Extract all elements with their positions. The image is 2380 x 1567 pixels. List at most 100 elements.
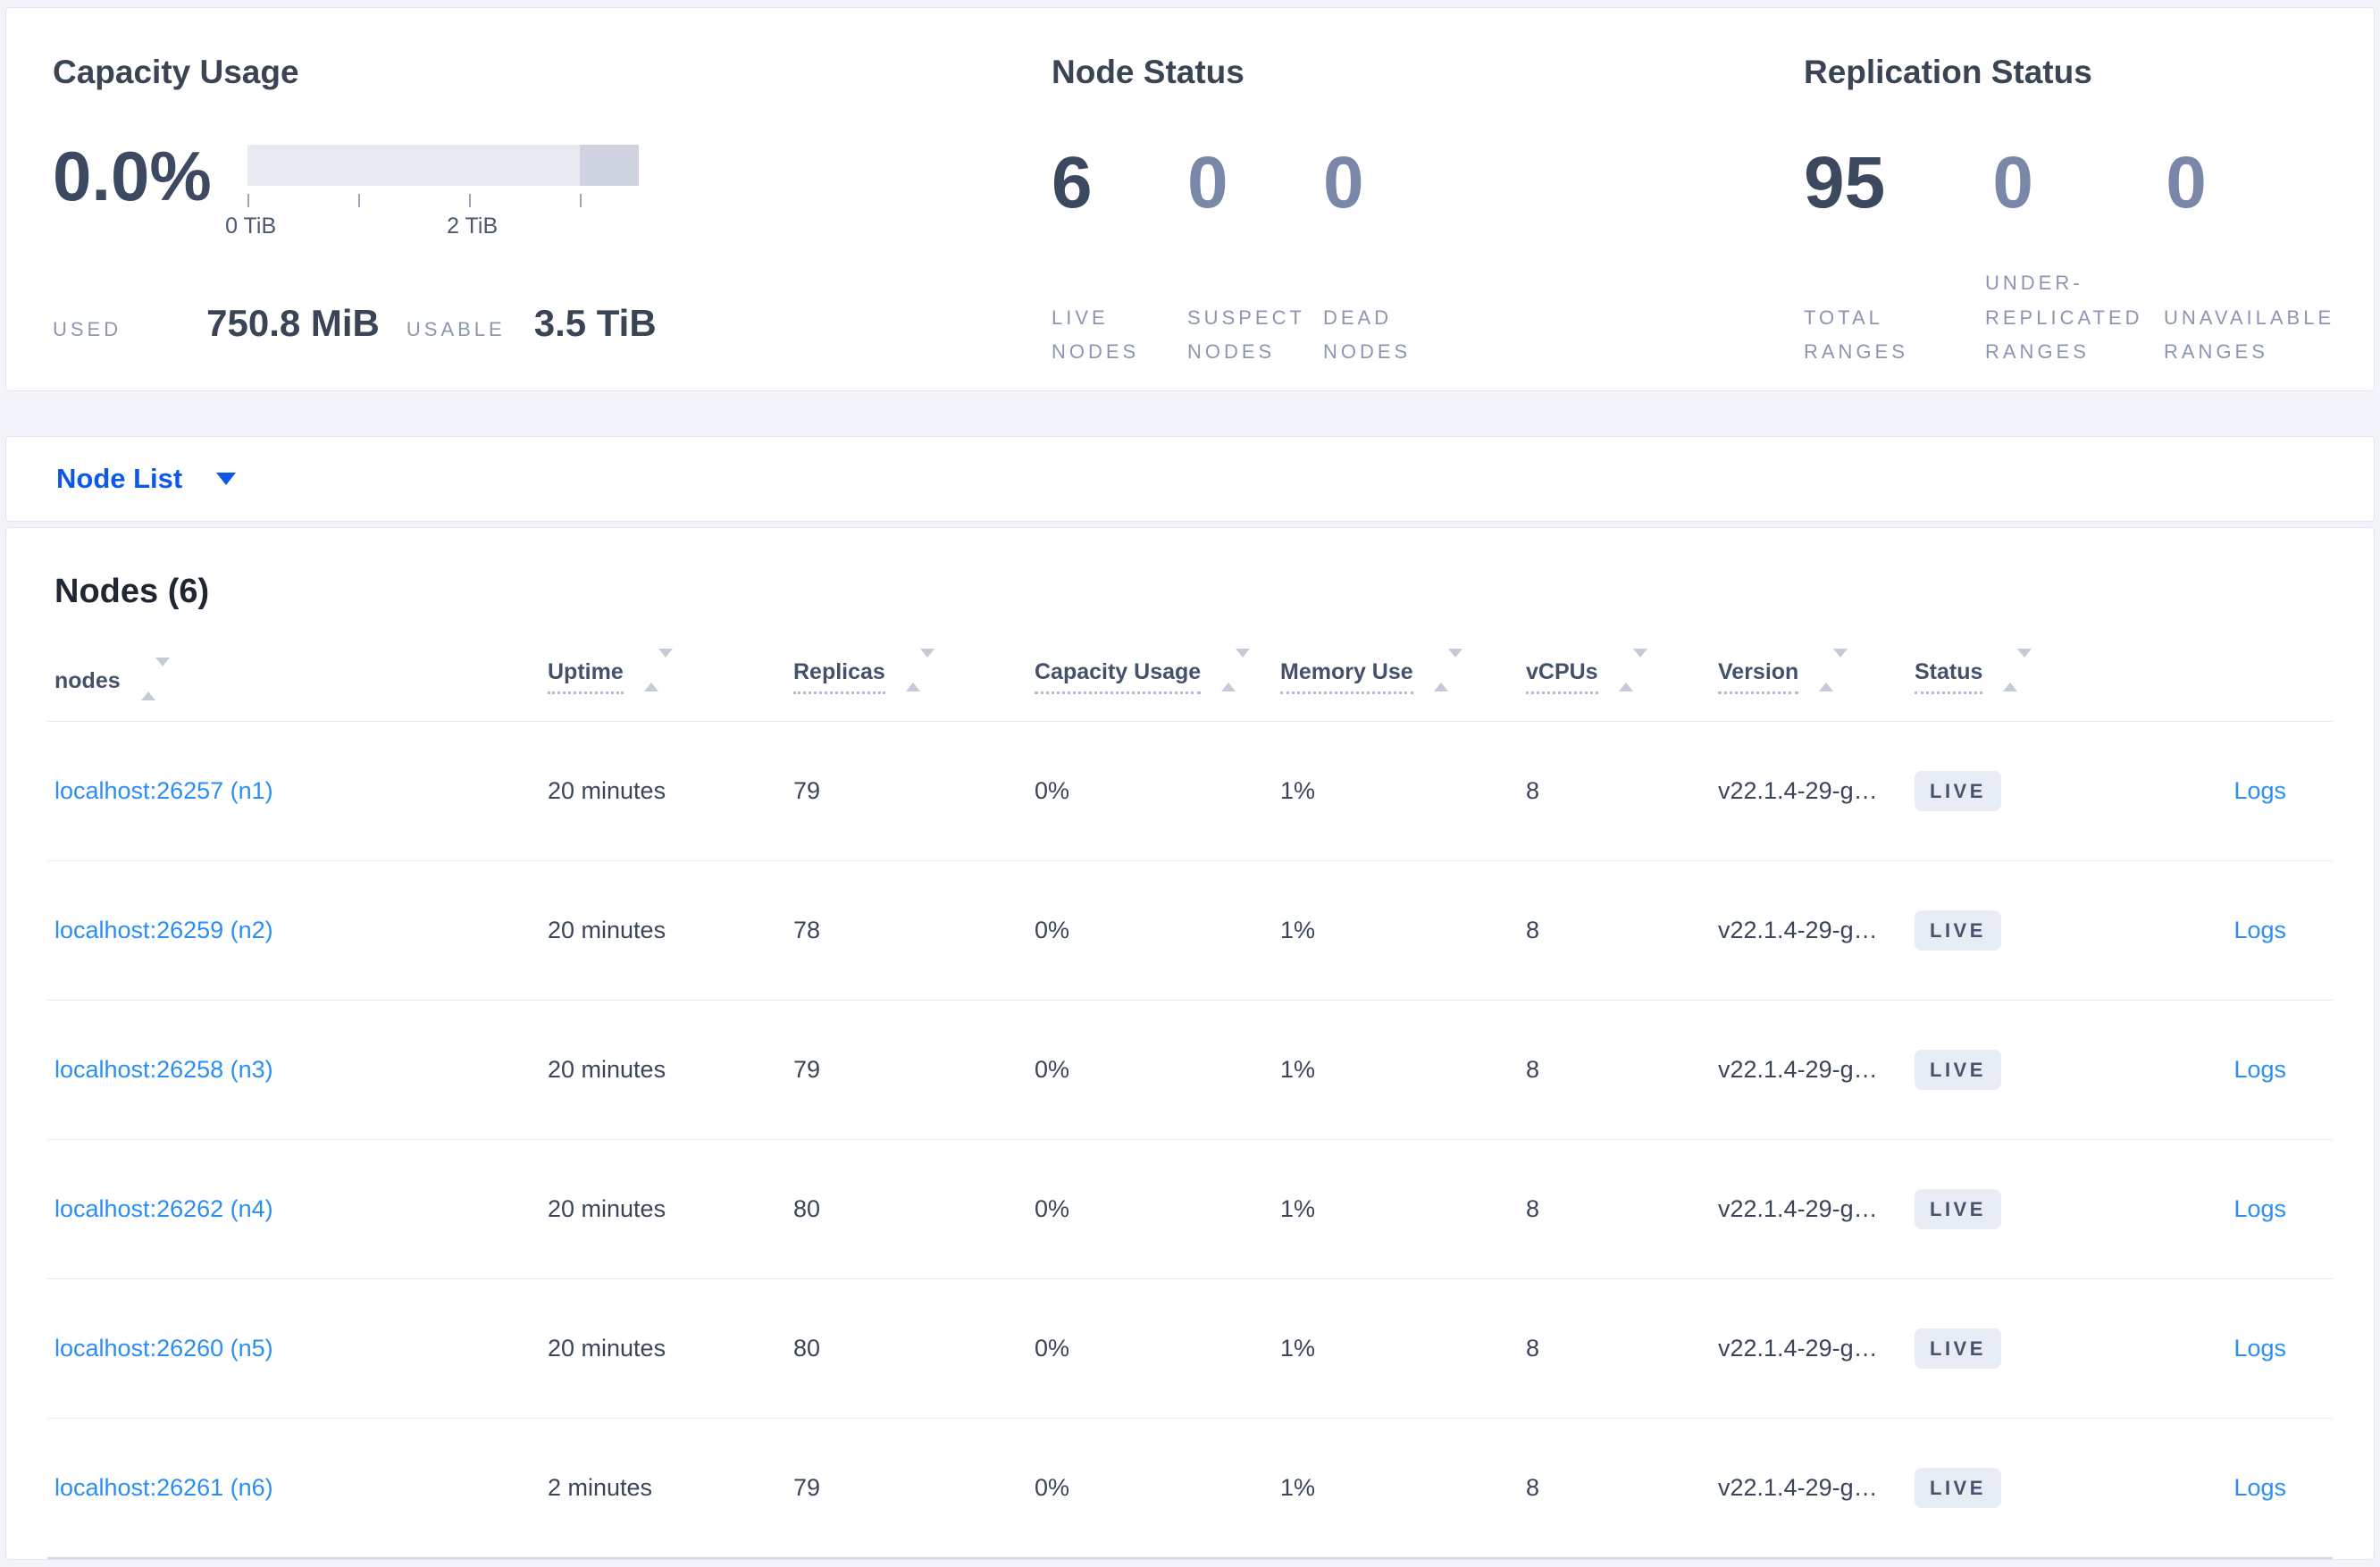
unavailable-ranges-count: 0 [2166, 141, 2207, 223]
uptime-cell: 20 minutes [548, 860, 793, 1001]
column-header-capacity-usage[interactable]: Capacity Usage [1035, 649, 1280, 722]
uptime-cell: 2 minutes [548, 1418, 793, 1559]
version-cell: v22.1.4-29-g… [1718, 1418, 1915, 1559]
memory-cell: 1% [1280, 721, 1526, 861]
uptime-cell: 20 minutes [548, 721, 793, 861]
axis-tick-label: 2 TiB [447, 213, 499, 239]
column-header-vcpus[interactable]: vCPUs [1526, 649, 1718, 722]
logs-link[interactable]: Logs [2233, 777, 2286, 804]
column-header-status[interactable]: Status [1915, 649, 2142, 722]
version-cell: v22.1.4-29-g… [1718, 1000, 1915, 1140]
used-label: USED [53, 317, 122, 340]
logs-link[interactable]: Logs [2233, 1474, 2286, 1501]
vcpus-cell: 8 [1526, 1418, 1718, 1559]
nodes-table-heading: Nodes (6) [54, 573, 210, 610]
node-list-dropdown-label[interactable]: Node List [56, 463, 183, 494]
memory-cell: 1% [1280, 1418, 1526, 1559]
status-badge: LIVE [1915, 1468, 2001, 1508]
table-header-row: nodes Uptime Replicas Capacity Usag [47, 649, 2333, 722]
node-status-title: Node Status [1052, 54, 1244, 90]
node-status-labels: LIVE NODES SUSPECT NODES DEAD NODES [1052, 295, 1804, 370]
sort-arrows-icon[interactable] [1819, 649, 1848, 691]
replicas-cell: 80 [793, 1139, 1035, 1279]
capacity-cell: 0% [1035, 721, 1280, 861]
column-header-nodes[interactable]: nodes [47, 658, 548, 722]
logs-link[interactable]: Logs [2233, 1195, 2286, 1222]
table-row: localhost:26258 (n3) 20 minutes 79 0% 1%… [47, 1000, 2333, 1140]
version-cell: v22.1.4-29-g… [1718, 860, 1915, 1001]
total-ranges-count: 95 [1804, 141, 1886, 223]
node-list-dropdown[interactable]: Node List [5, 436, 2375, 522]
version-cell: v22.1.4-29-g… [1718, 721, 1915, 861]
capacity-cell: 0% [1035, 860, 1280, 1001]
table-row: localhost:26262 (n4) 20 minutes 80 0% 1%… [47, 1139, 2333, 1279]
column-header-logs [2142, 658, 2333, 722]
sort-arrows-icon[interactable] [905, 649, 934, 691]
logs-link[interactable]: Logs [2233, 1335, 2286, 1362]
replication-status-title: Replication Status [1804, 54, 2092, 90]
cluster-summary-panel: Capacity Usage 0.0% 0 TiB 2 TiB [5, 7, 2375, 391]
status-badge: LIVE [1915, 910, 2001, 951]
memory-cell: 1% [1280, 1278, 1526, 1419]
replicas-cell: 79 [793, 1000, 1035, 1140]
live-nodes-count: 6 [1052, 141, 1093, 223]
column-header-uptime[interactable]: Uptime [548, 649, 793, 722]
capacity-usage-section: Capacity Usage 0.0% 0 TiB 2 TiB [53, 54, 1052, 390]
chevron-down-icon [216, 473, 237, 485]
replication-status-section: Replication Status 95 0 0 TOTAL RANGES U… [1804, 54, 2374, 390]
usable-label: USABLE [406, 317, 506, 340]
status-badge: LIVE [1915, 1050, 2001, 1090]
nodes-table: nodes Uptime Replicas Capacity Usag [47, 649, 2333, 1559]
capacity-usage-values: USED 750.8 MiB USABLE 3.5 TiB [53, 302, 1052, 345]
under-replicated-ranges-label: UNDER-REPLICATED RANGES [1985, 272, 2143, 364]
axis-tick [357, 193, 360, 207]
replication-values: 95 0 0 [1804, 141, 2374, 227]
column-header-replicas[interactable]: Replicas [793, 649, 1035, 722]
sort-arrows-icon[interactable] [643, 649, 673, 691]
status-badge: LIVE [1915, 1328, 2001, 1369]
logs-link[interactable]: Logs [2233, 1056, 2286, 1083]
logs-link[interactable]: Logs [2233, 917, 2286, 943]
capacity-cell: 0% [1035, 1278, 1280, 1419]
table-row: localhost:26259 (n2) 20 minutes 78 0% 1%… [47, 860, 2333, 1001]
node-status-section: Node Status 6 0 0 LIVE NODES SUSPECT NOD… [1052, 54, 1804, 390]
nodes-table-wrap: nodes Uptime Replicas Capacity Usag [47, 649, 2333, 1559]
uptime-cell: 20 minutes [548, 1139, 793, 1279]
sort-arrows-icon[interactable] [2003, 649, 2032, 691]
node-link[interactable]: localhost:26257 (n1) [54, 777, 273, 804]
sort-arrows-icon[interactable] [1221, 649, 1251, 691]
node-link[interactable]: localhost:26261 (n6) [54, 1474, 273, 1501]
axis-tick [468, 193, 471, 207]
capacity-axis-labels: 0 TiB 2 TiB [225, 213, 639, 242]
replicas-cell: 78 [793, 860, 1035, 1001]
memory-cell: 1% [1280, 1000, 1526, 1140]
dead-nodes-label: DEAD NODES [1323, 306, 1412, 364]
vcpus-cell: 8 [1526, 721, 1718, 861]
axis-tick-label: 0 TiB [225, 213, 277, 239]
node-link[interactable]: localhost:26259 (n2) [54, 917, 273, 943]
column-header-version[interactable]: Version [1718, 649, 1915, 722]
sort-arrows-icon[interactable] [140, 658, 170, 700]
sort-arrows-icon[interactable] [1618, 649, 1647, 691]
node-link[interactable]: localhost:26258 (n3) [54, 1056, 273, 1083]
status-badge: LIVE [1915, 771, 2001, 811]
capacity-cell: 0% [1035, 1418, 1280, 1559]
live-nodes-label: LIVE NODES [1052, 306, 1140, 364]
capacity-usage-title: Capacity Usage [53, 54, 299, 90]
uptime-cell: 20 minutes [548, 1278, 793, 1419]
node-link[interactable]: localhost:26260 (n5) [54, 1335, 273, 1362]
sort-arrows-icon[interactable] [1433, 649, 1462, 691]
column-header-memory-use[interactable]: Memory Use [1280, 649, 1526, 722]
replicas-cell: 80 [793, 1278, 1035, 1419]
unavailable-ranges-label: UNAVAILABLE RANGES [2164, 306, 2335, 364]
replicas-cell: 79 [793, 1418, 1035, 1559]
memory-cell: 1% [1280, 1139, 1526, 1279]
status-badge: LIVE [1915, 1189, 2001, 1229]
nodes-table-panel: Nodes (6) nodes Uptime [5, 527, 2375, 1560]
vcpus-cell: 8 [1526, 860, 1718, 1001]
under-replicated-ranges-count: 0 [1992, 141, 2033, 223]
node-link[interactable]: localhost:26262 (n4) [54, 1195, 273, 1222]
replicas-cell: 79 [793, 721, 1035, 861]
dead-nodes-count: 0 [1323, 141, 1364, 223]
